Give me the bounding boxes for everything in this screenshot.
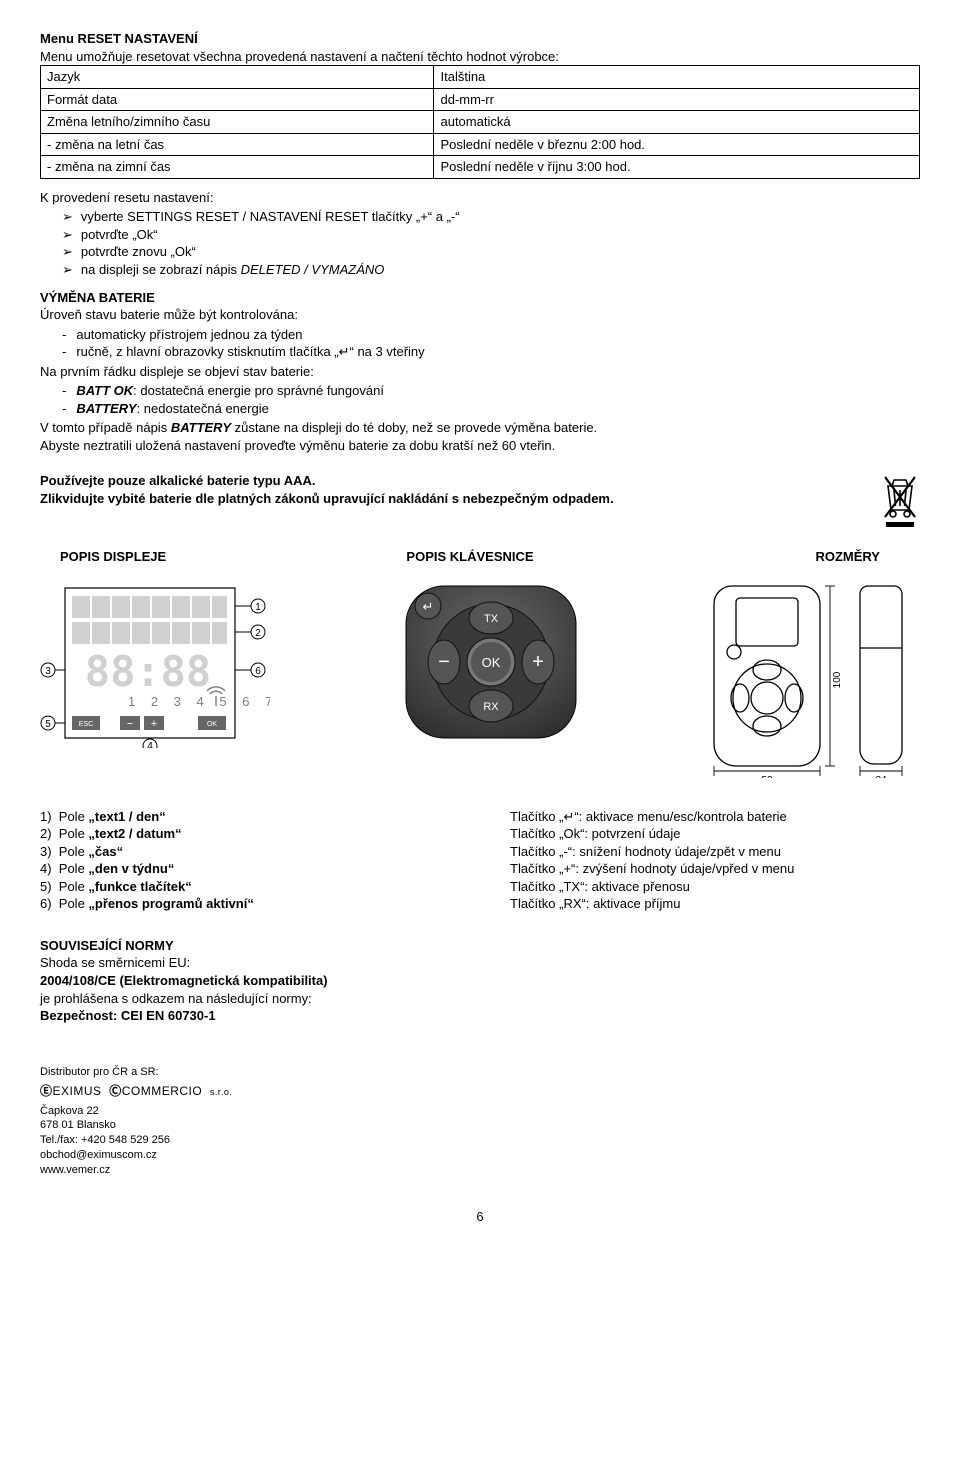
svg-text:−: − xyxy=(127,718,133,730)
distributor-heading: Distributor pro ČR a SR: xyxy=(40,1065,920,1080)
svg-text:2: 2 xyxy=(255,628,261,639)
buttons-legend: Tlačítko „↵“: aktivace menu/esc/kontrola… xyxy=(510,808,920,913)
distributor-addr2: 678 01 Blansko xyxy=(40,1118,920,1133)
keypad-figure: TX RX − + OK ↵ xyxy=(376,578,606,748)
norms-heading: SOUVISEJÍCÍ NORMY xyxy=(40,937,920,955)
distributor-mail: obchod@eximuscom.cz xyxy=(40,1148,920,1163)
heading-display: POPIS DISPLEJE xyxy=(40,548,333,566)
svg-text:+: + xyxy=(151,718,157,730)
battery-states-list: BATT OK: dostatečná energie pro správné … xyxy=(40,382,920,417)
svg-text:1 2 3 4 5 6 7: 1 2 3 4 5 6 7 xyxy=(128,694,270,709)
reset-heading: K provedení resetu nastavení: xyxy=(40,189,920,207)
svg-text:OK: OK xyxy=(207,721,217,728)
distributor-tel: Tel./fax: +420 548 529 256 xyxy=(40,1133,920,1148)
settings-table: JazykItalštinaFormát datadd-mm-rrZměna l… xyxy=(40,65,920,179)
distributor-brand: ⒺEXIMUS ⒸCOMMERCIO s.r.o. xyxy=(40,1083,920,1099)
warn-line2: Zlikvidujte vybité baterie dle platných … xyxy=(40,490,920,508)
svg-text:52: 52 xyxy=(761,775,773,778)
battery-heading: VÝMĚNA BATERIE xyxy=(40,289,920,307)
svg-text:100: 100 xyxy=(832,671,842,688)
svg-text:3: 3 xyxy=(45,666,51,677)
battery-line2: Na prvním řádku displeje se objeví stav … xyxy=(40,363,920,381)
distributor-addr1: Čapkova 22 xyxy=(40,1104,920,1119)
heading-dims: ROZMĚRY xyxy=(607,548,920,566)
distributor-web: www.vemer.cz xyxy=(40,1163,920,1178)
battery-line3: V tomto případě nápis BATTERY zůstane na… xyxy=(40,419,920,437)
dimensions-front: 52 100 xyxy=(712,578,842,778)
battery-line4: Abyste neztratili uložená nastavení prov… xyxy=(40,437,920,455)
svg-text:TX: TX xyxy=(484,613,499,625)
legend-columns: 1) Pole „text1 / den“2) Pole „text2 / da… xyxy=(40,808,920,913)
section-headers: POPIS DISPLEJE POPIS KLÁVESNICE ROZMĚRY xyxy=(40,548,920,566)
norms-l4: Bezpečnost: CEI EN 60730-1 xyxy=(40,1007,920,1025)
intro-text: Menu umožňuje resetovat všechna proveden… xyxy=(40,48,920,66)
figures-row: 88:88 1 2 3 4 5 6 7 ESC − + OK 1 2 3 6 5… xyxy=(40,578,920,778)
display-figure: 88:88 1 2 3 4 5 6 7 ESC − + OK 1 2 3 6 5… xyxy=(40,578,270,748)
menu-title: Menu RESET NASTAVENÍ xyxy=(40,30,920,48)
reset-steps-list: vyberte SETTINGS RESET / NASTAVENÍ RESET… xyxy=(40,208,920,278)
dimensions-side: 24 xyxy=(850,578,920,778)
display-legend: 1) Pole „text1 / den“2) Pole „text2 / da… xyxy=(40,808,450,913)
svg-text:↵: ↵ xyxy=(423,599,434,614)
svg-text:1: 1 xyxy=(255,602,261,613)
distributor-block: Distributor pro ČR a SR: ⒺEXIMUS ⒸCOMMER… xyxy=(40,1065,920,1178)
warn-line1: Používejte pouze alkalické baterie typu … xyxy=(40,472,920,490)
weee-icon xyxy=(880,472,920,528)
svg-text:5: 5 xyxy=(45,719,51,730)
svg-text:6: 6 xyxy=(255,666,261,677)
svg-text:RX: RX xyxy=(483,701,499,713)
svg-text:24: 24 xyxy=(875,775,887,778)
norms-l2: 2004/108/CE (Elektromagnetická kompatibi… xyxy=(40,972,920,990)
svg-text:ESC: ESC xyxy=(79,721,93,728)
svg-text:OK: OK xyxy=(482,655,501,670)
battery-line1: Úroveň stavu baterie může být kontrolová… xyxy=(40,306,920,324)
svg-text:4: 4 xyxy=(147,741,153,748)
svg-text:+: + xyxy=(532,651,544,673)
norms-l1: Shoda se směrnicemi EU: xyxy=(40,954,920,972)
battery-check-list: automaticky přístrojem jednou za týdenru… xyxy=(40,326,920,361)
svg-text:−: − xyxy=(438,651,450,673)
page-number: 6 xyxy=(40,1208,920,1226)
heading-keyboard: POPIS KLÁVESNICE xyxy=(333,548,606,566)
svg-text:88:88: 88:88 xyxy=(85,647,211,696)
norms-l3: je prohlášena s odkazem na následující n… xyxy=(40,990,920,1008)
